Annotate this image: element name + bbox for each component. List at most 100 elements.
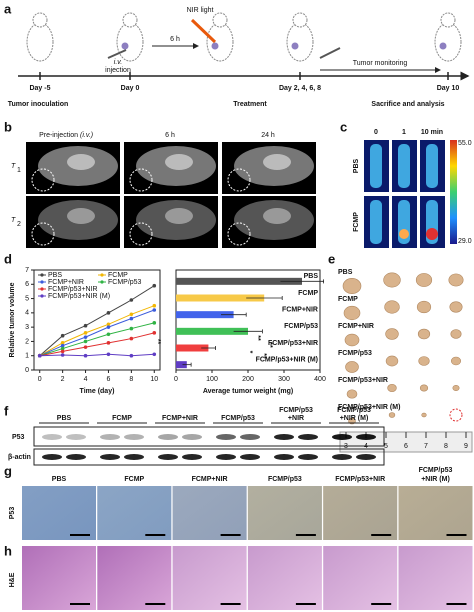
category-label: FCMP xyxy=(298,290,318,297)
column-label: FCMP xyxy=(112,415,132,422)
column-label: PBS xyxy=(57,415,72,422)
panel-label: b xyxy=(4,119,12,134)
point xyxy=(83,339,88,344)
texture xyxy=(97,486,172,540)
tumor xyxy=(343,305,361,321)
texture xyxy=(398,486,473,540)
point xyxy=(129,353,134,358)
column-label: FCMP+NIR xyxy=(192,476,228,483)
x-tick-label: 100 xyxy=(206,376,218,383)
bar xyxy=(176,344,209,352)
group-label: PBS xyxy=(338,269,353,276)
point xyxy=(60,341,65,345)
blot-band xyxy=(356,454,376,460)
panel-label: h xyxy=(4,543,12,558)
legend-label: PBS xyxy=(48,272,62,279)
legend-marker xyxy=(100,280,104,284)
row-label: FCMP xyxy=(353,212,360,232)
point xyxy=(60,353,65,357)
y-tick-label: 5 xyxy=(25,295,29,302)
y-tick-label: 1 xyxy=(25,353,29,360)
texture xyxy=(323,486,398,540)
blot-band xyxy=(66,434,86,440)
day-label: Day 10 xyxy=(437,85,460,92)
panel-label: e xyxy=(328,251,335,266)
color-bar xyxy=(450,140,457,244)
mouse-body xyxy=(206,22,234,62)
group-label: FCMP/p53+NIR (M) xyxy=(338,404,400,411)
point xyxy=(152,331,157,335)
ruler-label: 8 xyxy=(444,443,448,450)
bar xyxy=(176,277,302,285)
ruler-label: 7 xyxy=(424,443,428,450)
group-label: FCMP+NIR xyxy=(338,323,374,330)
tumor-outline xyxy=(129,222,153,246)
scale-min: 29.0 xyxy=(458,238,472,245)
mouse-body xyxy=(116,22,144,62)
injection-label: injection xyxy=(105,67,131,74)
mri-organ xyxy=(263,208,291,224)
time-label: 10 min xyxy=(421,129,443,136)
he-image xyxy=(172,546,247,610)
annotation: * xyxy=(246,351,253,354)
blot-band xyxy=(100,454,120,460)
point xyxy=(83,331,88,335)
ruler-label: 9 xyxy=(464,443,468,450)
row-label: PBS xyxy=(353,158,360,173)
mouse-head xyxy=(32,12,48,28)
column-label: +NIR xyxy=(288,415,304,422)
mouse-heat xyxy=(370,200,382,244)
blot-band xyxy=(274,434,294,440)
group-label: FCMP xyxy=(338,296,358,303)
column-label: 6 h xyxy=(165,132,175,139)
legend-label: FCMP/p53 xyxy=(108,279,142,286)
category-label: FCMP/p53+NIR xyxy=(268,340,318,347)
blot-band xyxy=(216,454,236,460)
y-tick-label: 6 xyxy=(25,281,29,288)
panel-label: c xyxy=(340,119,347,134)
he-image xyxy=(247,546,322,610)
blot-band xyxy=(42,434,62,440)
hot-spot xyxy=(399,229,409,239)
blot-band xyxy=(274,454,294,460)
annotation: ** xyxy=(254,335,261,341)
point xyxy=(129,312,134,317)
legend-marker xyxy=(100,273,104,277)
tumor xyxy=(385,355,399,367)
monitoring-label: Tumor monitoring xyxy=(353,60,408,67)
tumor xyxy=(291,42,299,50)
blot-band xyxy=(158,454,178,460)
row-label: T xyxy=(11,217,16,224)
event-label: Sacrifice and analysis xyxy=(371,101,444,108)
tumor xyxy=(450,329,462,339)
blot-band xyxy=(182,434,202,440)
day-label: Day -5 xyxy=(29,85,50,92)
ruler-label: 5 xyxy=(384,443,388,450)
point xyxy=(60,333,65,338)
point xyxy=(60,349,65,354)
mouse-body xyxy=(286,22,314,62)
day-label: Day 0 xyxy=(121,85,140,92)
panel-label: d xyxy=(4,251,12,266)
tumor xyxy=(439,42,447,50)
he-image xyxy=(22,546,96,610)
category-label: FCMP/p53 xyxy=(284,323,318,330)
mouse-head xyxy=(122,12,138,28)
event-label: Treatment xyxy=(233,101,267,108)
he-image xyxy=(398,546,473,610)
texture xyxy=(172,486,247,540)
he-image xyxy=(323,546,398,610)
tumor-outline xyxy=(31,168,55,192)
tumor xyxy=(452,384,460,392)
time-label: 1 xyxy=(402,129,406,136)
y-tick-label: 2 xyxy=(25,338,29,345)
legend-label: FCMP xyxy=(108,272,128,279)
tumor xyxy=(421,412,427,418)
tumor xyxy=(418,356,430,366)
tumor-outline xyxy=(31,222,55,246)
x-tick-label: 300 xyxy=(278,376,290,383)
category-label: FCMP+NIR xyxy=(282,307,318,314)
tumor-outline xyxy=(227,222,251,246)
tumor xyxy=(348,417,356,425)
scale-max: 55.0 xyxy=(458,140,472,147)
